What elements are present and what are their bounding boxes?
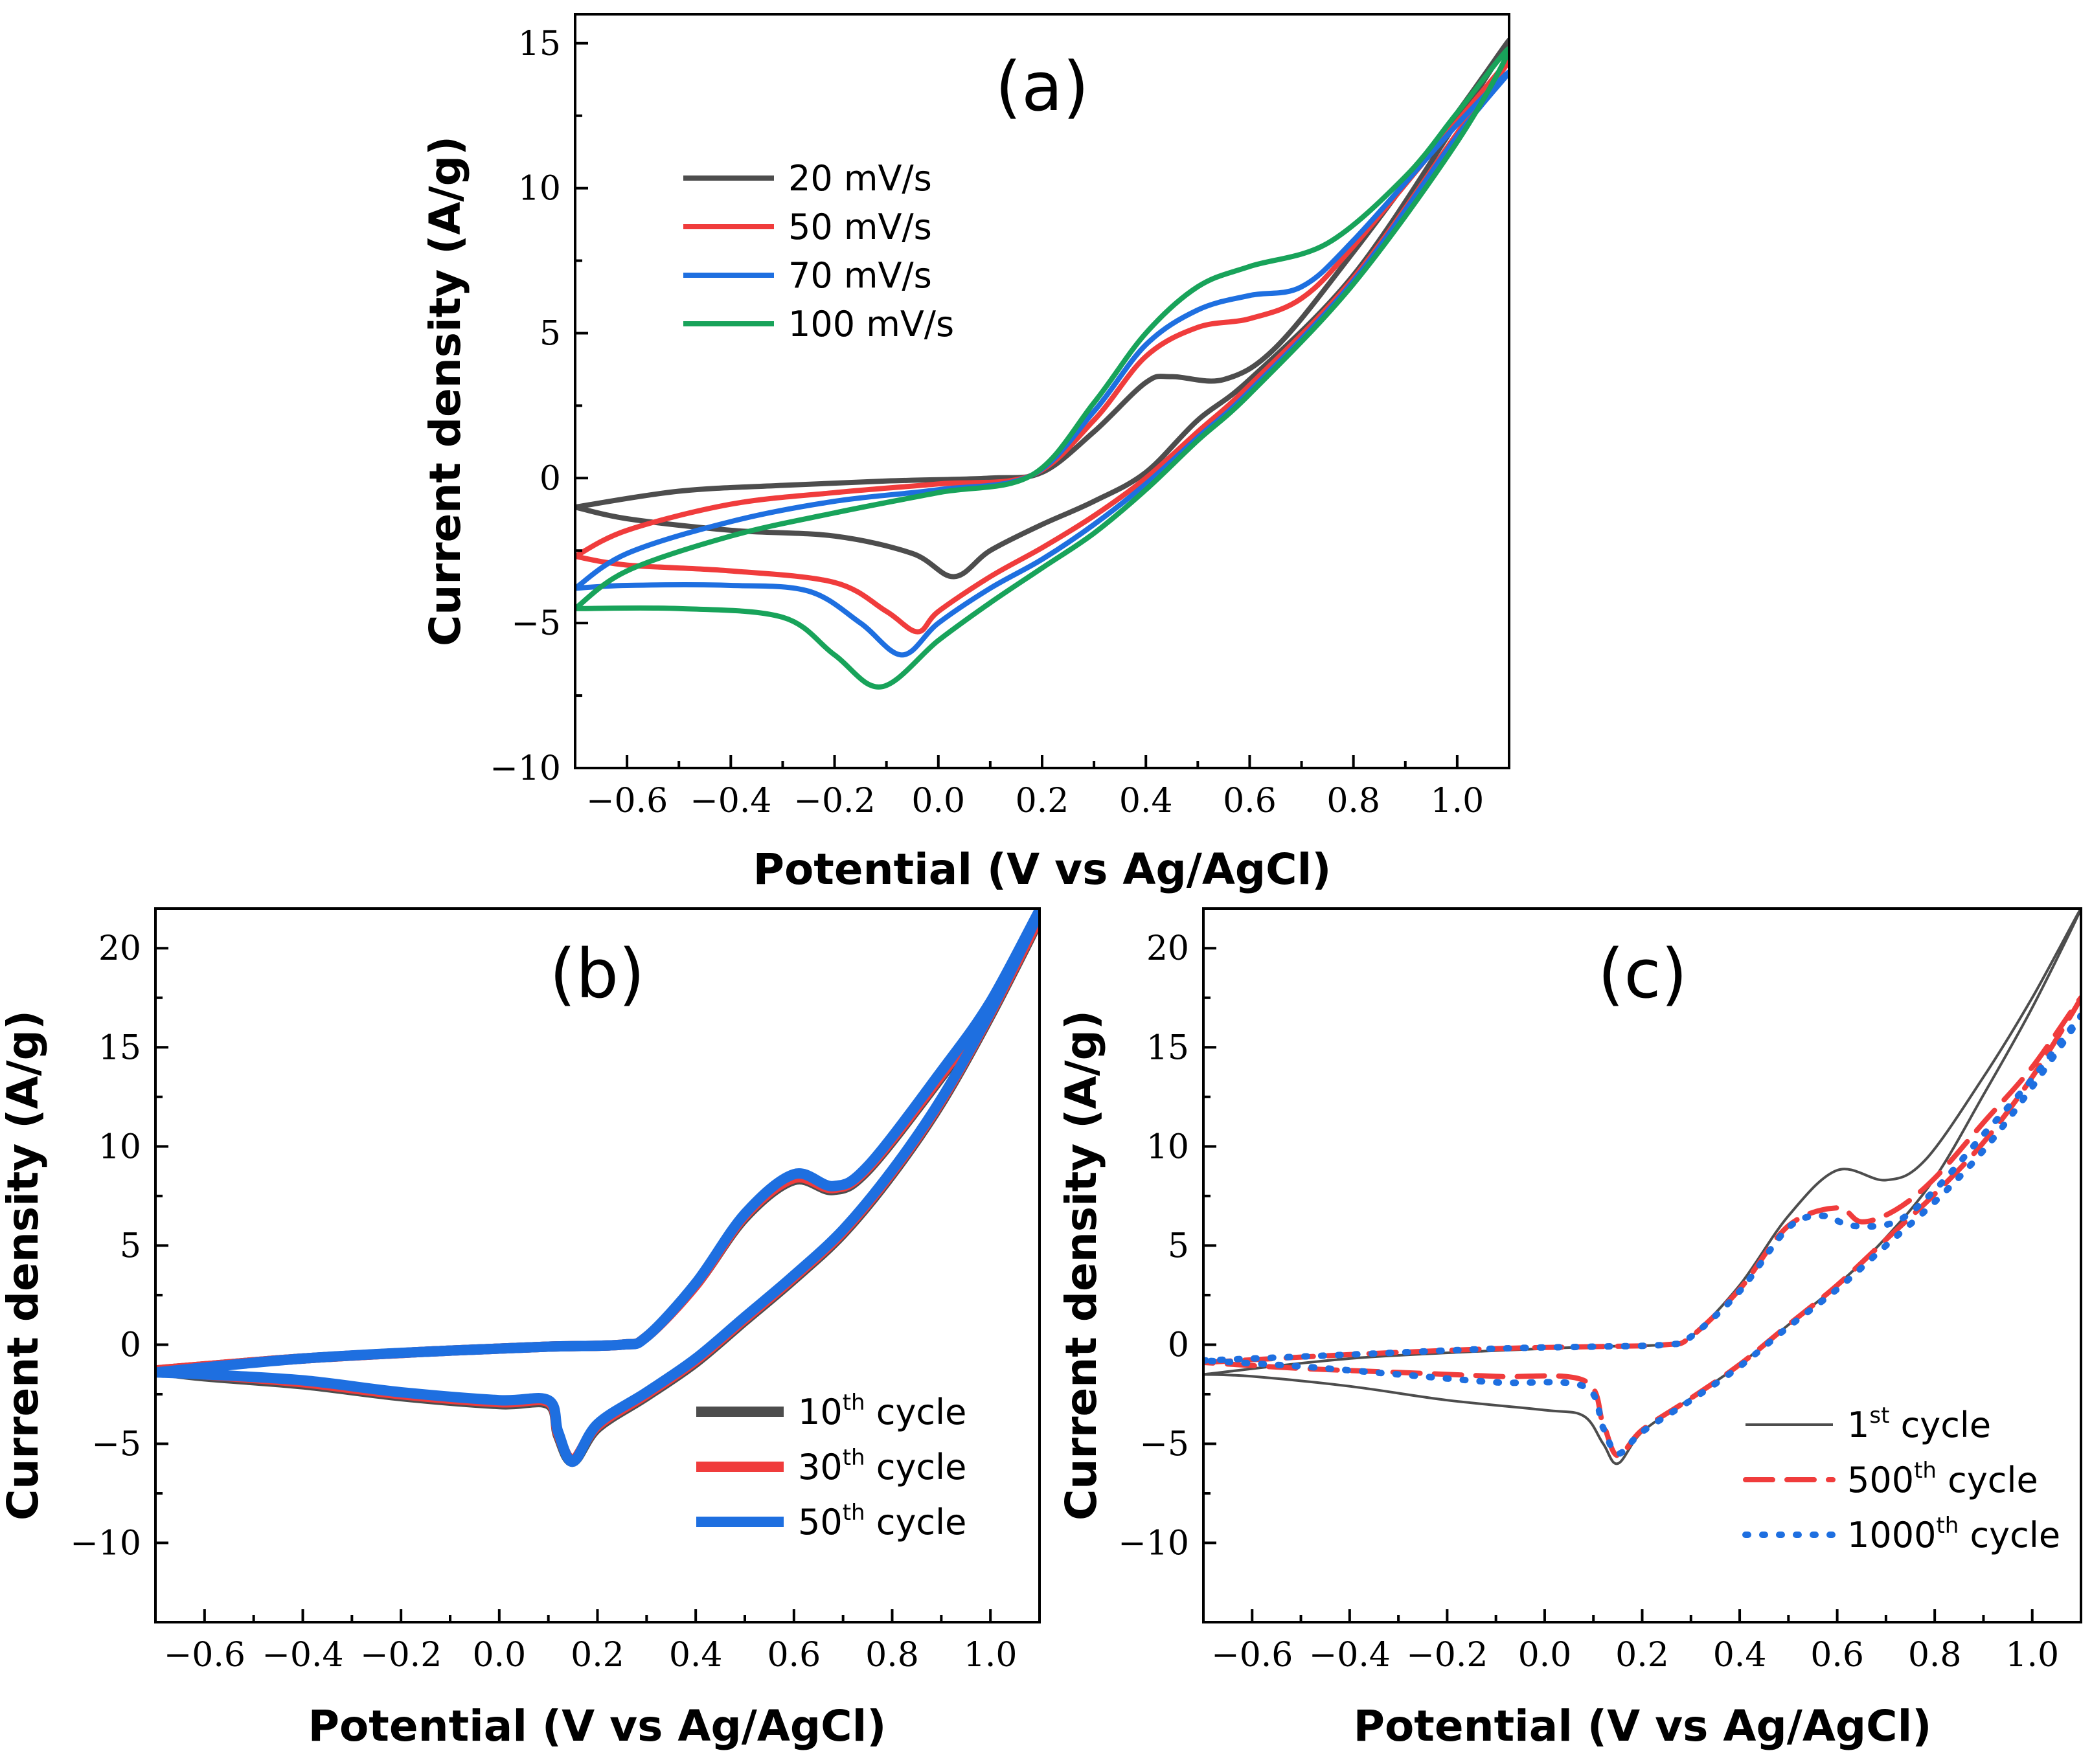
x-tick-label: 0.2	[1615, 1636, 1669, 1675]
y-tick-label: 20	[1146, 929, 1189, 968]
series-group	[155, 909, 1040, 1467]
series-group	[575, 38, 1509, 690]
y-tick-label: −5	[91, 1425, 141, 1464]
y-axis-title: Current density (A/g)	[1056, 1010, 1106, 1521]
legend-label: 10th cycle	[798, 1390, 966, 1432]
legend-label: 70 mV/s	[788, 255, 932, 296]
x-tick-label: 0.6	[767, 1636, 821, 1675]
panel-label: (c)	[1598, 934, 1687, 1013]
y-tick-label: 5	[540, 314, 561, 353]
y-tick-label: 5	[120, 1227, 141, 1265]
legend-label: 100 mV/s	[788, 304, 954, 345]
x-axis-title: Potential (V vs Ag/AgCl)	[753, 844, 1332, 894]
x-tick-label: 0.6	[1223, 782, 1277, 820]
y-tick-label: 10	[518, 170, 561, 209]
series-50th-cycle	[155, 909, 1040, 1467]
x-tick-label: 0.0	[472, 1636, 526, 1675]
x-tick-label: −0.4	[262, 1636, 343, 1675]
x-tick-label: 0.4	[1119, 782, 1173, 820]
panel-label: (a)	[995, 47, 1089, 126]
legend: 10th cycle 30th cycle 50th cycle	[696, 1390, 966, 1543]
y-tick-label: 20	[98, 929, 141, 968]
x-tick-label: 1.0	[964, 1636, 1018, 1675]
x-tick-label: 0.0	[911, 782, 965, 820]
y-tick-label: 5	[1168, 1227, 1189, 1265]
x-axis-title: Potential (V vs Ag/AgCl)	[1354, 1701, 1932, 1751]
y-tick-label: 10	[98, 1127, 141, 1166]
series-50-mv-s	[575, 58, 1509, 635]
series-100-mv-s	[575, 46, 1509, 690]
legend-label: 50 mV/s	[788, 207, 932, 247]
y-tick-label: −5	[511, 604, 561, 643]
y-tick-label: −10	[1118, 1524, 1189, 1563]
y-tick-label: 15	[518, 25, 561, 63]
legend-label: 30th cycle	[798, 1445, 966, 1487]
legend-label: 1st cycle	[1847, 1403, 1991, 1445]
x-axis-title: Potential (V vs Ag/AgCl)	[308, 1701, 887, 1751]
x-tick-label: −0.4	[1309, 1636, 1391, 1675]
legend: 1st cycle 500th cycle 1000th cycle	[1742, 1403, 2060, 1555]
x-tick-label: 1.0	[2005, 1636, 2059, 1675]
panel-label: (b)	[549, 934, 644, 1013]
y-tick-label: −10	[70, 1524, 141, 1563]
x-tick-label: 0.8	[1908, 1636, 1962, 1675]
y-tick-label: 15	[98, 1028, 141, 1067]
x-tick-label: 1.0	[1431, 782, 1484, 820]
x-tick-label: 0.2	[571, 1636, 624, 1675]
y-tick-label: 10	[1146, 1127, 1189, 1166]
plot-frame	[574, 13, 1510, 769]
x-tick-label: 0.8	[865, 1636, 919, 1675]
y-tick-label: 15	[1146, 1028, 1189, 1067]
series-group	[1203, 909, 2081, 1465]
y-axis-title: Current density (A/g)	[0, 1010, 48, 1521]
y-tick-label: 0	[120, 1326, 141, 1364]
legend: 20 mV/s 50 mV/s 70 mV/s 100 mV/s	[683, 158, 954, 345]
series-500th-cycle	[1203, 995, 2081, 1458]
y-tick-label: 0	[540, 459, 561, 498]
legend-label: 50th cycle	[798, 1500, 966, 1543]
series-1000th-cycle	[1203, 1012, 2081, 1457]
x-tick-label: 0.2	[1016, 782, 1069, 820]
x-tick-label: 0.8	[1326, 782, 1380, 820]
x-tick-label: −0.2	[1406, 1636, 1488, 1675]
legend-label: 1000th cycle	[1847, 1513, 2060, 1555]
x-tick-label: −0.4	[690, 782, 771, 820]
panel-a: −0.6 −0.4 −0.2 0.0 0.2 0.4 0.6 0.8 1.0 −10 −5 0 5 10 1…	[420, 13, 1510, 894]
x-tick-label: −0.6	[1211, 1636, 1293, 1675]
panel-b: −0.6 −0.4 −0.2 0.0 0.2 0.4 0.6 0.8 1.0 −10 −5 0 5 10 1…	[0, 907, 1041, 1751]
panel-c: −0.6 −0.4 −0.2 0.0 0.2 0.4 0.6 0.8 1.0 −10 −5 0 5 10 1…	[1056, 907, 2082, 1751]
y-axis-title: Current density (A/g)	[420, 136, 470, 646]
x-tick-label: 0.4	[669, 1636, 723, 1675]
x-tick-label: −0.2	[360, 1636, 442, 1675]
x-tick-label: −0.2	[793, 782, 875, 820]
x-tick-label: −0.6	[164, 1636, 245, 1675]
x-tick-label: 0.0	[1518, 1636, 1572, 1675]
x-tick-label: 0.6	[1810, 1636, 1864, 1675]
y-tick-label: −10	[490, 749, 561, 788]
x-tick-label: −0.6	[586, 782, 668, 820]
y-tick-label: 0	[1168, 1326, 1189, 1364]
x-tick-label: 0.4	[1713, 1636, 1767, 1675]
legend-label: 20 mV/s	[788, 158, 932, 199]
y-tick-label: −5	[1139, 1425, 1189, 1464]
legend-label: 500th cycle	[1847, 1458, 2038, 1500]
